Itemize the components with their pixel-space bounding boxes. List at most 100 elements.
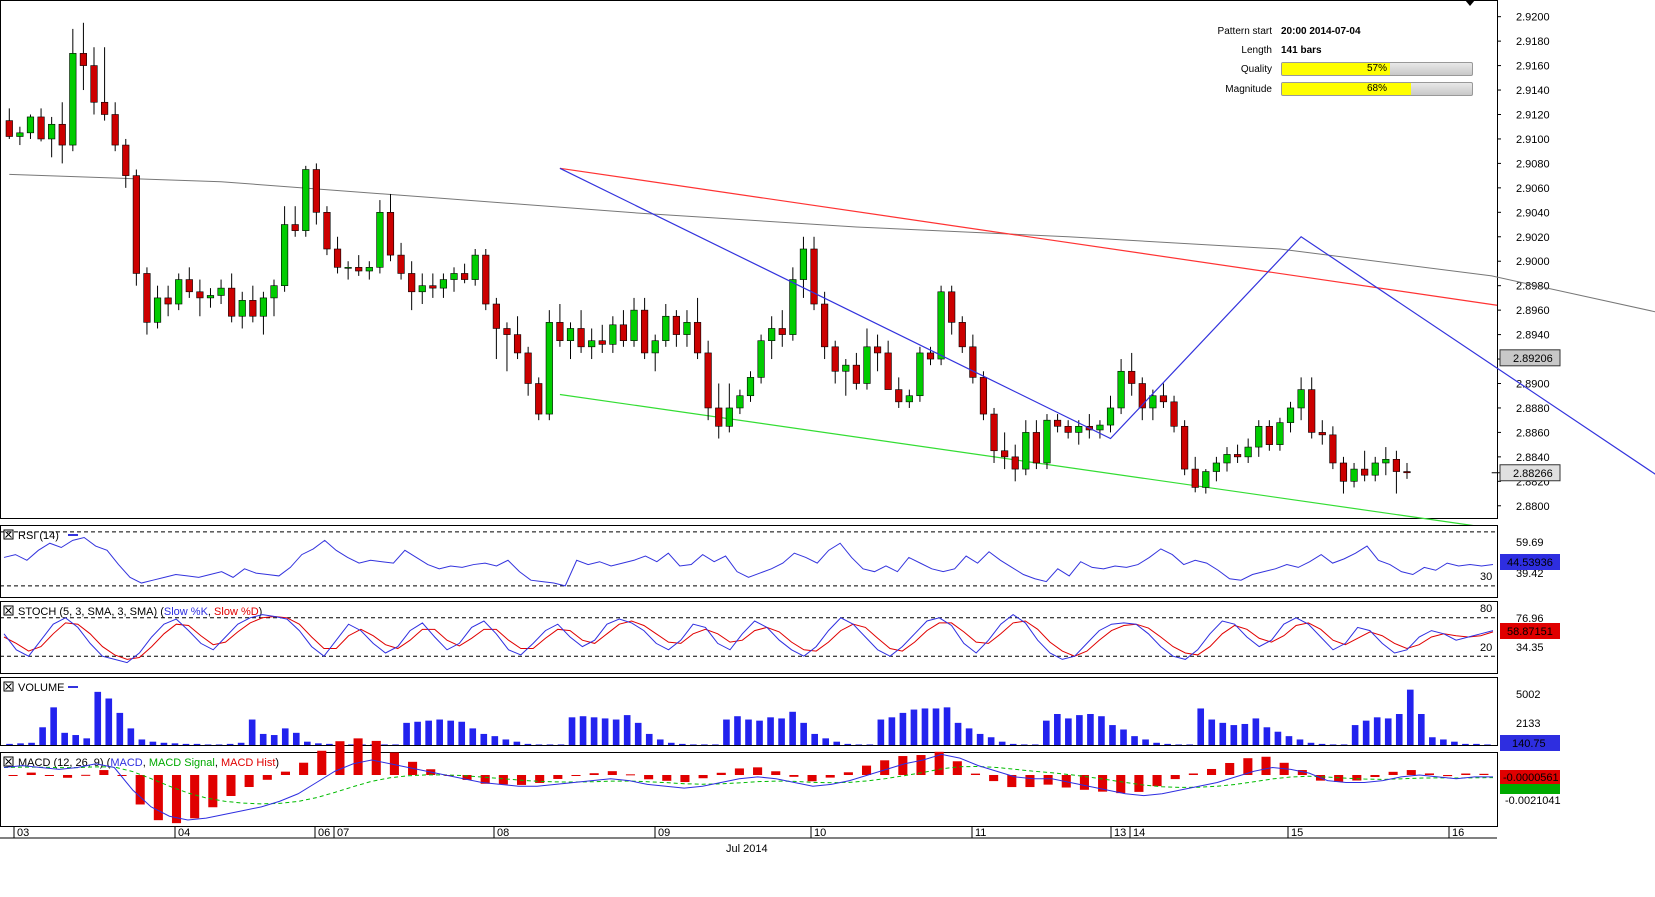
candle xyxy=(90,47,98,115)
volume-bar xyxy=(1384,718,1392,745)
candle-body xyxy=(1011,456,1019,470)
macd-hist-bar xyxy=(662,775,672,781)
volume-bar xyxy=(1285,736,1293,745)
candle xyxy=(461,263,469,284)
volume-bar xyxy=(888,717,896,745)
candle xyxy=(725,383,733,433)
rsi-current-label: 44.53936 xyxy=(1507,557,1553,569)
candle xyxy=(408,261,416,311)
candle-body xyxy=(323,212,331,250)
time-tick-label: 15 xyxy=(1291,827,1303,839)
candle-body xyxy=(916,352,924,397)
volume-bar xyxy=(734,716,741,745)
macd-hist-bar xyxy=(135,775,145,805)
macd-tick-lower: -0.0021041 xyxy=(1505,795,1561,807)
candle-body xyxy=(778,328,786,335)
stoch-close-icon-x xyxy=(5,607,12,614)
macd-hist-bar xyxy=(1098,775,1108,792)
candle xyxy=(1138,377,1146,421)
macd-hist-bar xyxy=(335,741,345,775)
volume-bar xyxy=(877,719,885,745)
time-tick-label: 11 xyxy=(975,827,986,839)
macd-hist-bar xyxy=(553,775,563,779)
candle xyxy=(672,310,680,347)
volume-bar xyxy=(723,719,730,745)
candle xyxy=(69,28,77,152)
volume-bar xyxy=(1208,719,1216,745)
volume-bar xyxy=(767,717,774,745)
candle-body xyxy=(577,328,585,348)
volume-bar xyxy=(679,743,686,745)
macd-hist-bar xyxy=(280,771,290,775)
macd-hist-bar xyxy=(916,755,926,775)
volume-bar xyxy=(1362,720,1370,745)
volume-bar xyxy=(965,728,973,745)
candle xyxy=(588,328,596,360)
candle xyxy=(344,261,352,280)
candle xyxy=(757,334,765,384)
volume-bar xyxy=(712,744,719,745)
candle xyxy=(164,285,172,317)
time-tick-label: 09 xyxy=(658,827,670,839)
candle xyxy=(619,310,628,347)
candle xyxy=(323,206,331,256)
macd-hist-bar xyxy=(1116,775,1126,794)
candle xyxy=(376,200,384,274)
volume-bar xyxy=(326,743,333,745)
macd-hist-bar xyxy=(26,772,36,775)
current-sma-label: 2.89206 xyxy=(1513,353,1553,365)
candle-body xyxy=(683,322,691,335)
volume-bar xyxy=(425,720,432,745)
candle xyxy=(249,285,257,323)
candle-body xyxy=(1382,459,1390,464)
candle-body xyxy=(429,285,437,289)
candle xyxy=(281,206,289,292)
volume-bar xyxy=(998,741,1006,745)
candle-body xyxy=(1308,389,1316,433)
candle xyxy=(1233,444,1242,463)
macd-current-label: -0.0000561 xyxy=(1503,772,1559,784)
candle-body xyxy=(609,324,617,345)
candle xyxy=(259,291,268,335)
candle-body xyxy=(1149,395,1157,409)
macd-hist-bar xyxy=(262,775,272,780)
candle-body xyxy=(365,267,373,272)
candle xyxy=(16,126,24,146)
current-price-label: 2.88266 xyxy=(1513,468,1553,480)
candle-body xyxy=(1191,468,1199,488)
macd-signal-current-box xyxy=(1500,784,1560,794)
candle xyxy=(852,352,860,390)
volume-bar xyxy=(1153,742,1160,745)
volume-bar xyxy=(1076,715,1083,745)
macd-hist-bar xyxy=(498,775,508,785)
candle-body xyxy=(1032,432,1040,464)
candle-body xyxy=(122,144,130,176)
volume-bar xyxy=(381,744,388,745)
price-tick-label: 2.9120 xyxy=(1516,109,1550,121)
volume-bar xyxy=(645,733,653,745)
volume-bar xyxy=(204,744,212,745)
volume-title: VOLUME xyxy=(18,682,64,694)
price-tick-label: 2.9100 xyxy=(1516,134,1550,146)
volume-bar xyxy=(270,735,278,745)
candle-body xyxy=(736,395,744,409)
pattern-start-label: Pattern start xyxy=(1217,26,1272,37)
stoch-20-label: 20 xyxy=(1480,642,1492,654)
candle xyxy=(1149,389,1157,421)
macd-close-icon-x xyxy=(5,758,12,765)
volume-bar xyxy=(1054,714,1061,745)
volume-bar xyxy=(149,741,157,745)
volume-close-icon-x xyxy=(5,683,12,690)
volume-bar xyxy=(94,691,102,745)
candle xyxy=(1318,420,1326,445)
volume-current-box xyxy=(1500,735,1560,751)
volume-tick-lower: 2133 xyxy=(1516,718,1540,730)
candle-body xyxy=(1371,462,1379,476)
time-tick-label: 14 xyxy=(1133,827,1145,839)
macd-hist-bar xyxy=(1479,773,1489,775)
volume-bar xyxy=(50,707,57,745)
volume-bar xyxy=(943,707,951,745)
candle-body xyxy=(842,364,850,372)
candle xyxy=(302,165,310,237)
candle xyxy=(1223,447,1231,472)
